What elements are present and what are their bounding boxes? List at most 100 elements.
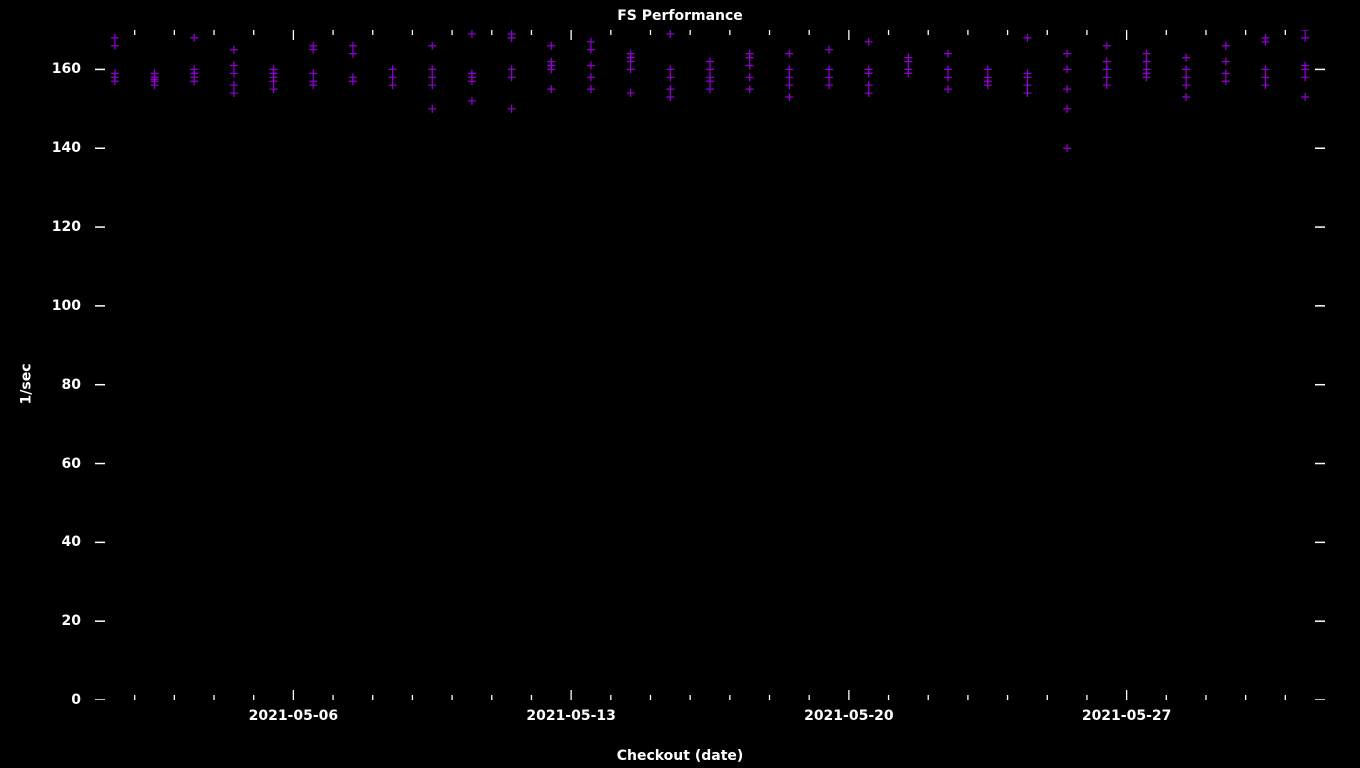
- data-point: [706, 58, 714, 66]
- data-point: [785, 93, 793, 101]
- data-point: [1222, 42, 1230, 50]
- data-point: [746, 85, 754, 93]
- data-point: [468, 30, 476, 38]
- data-point: [1103, 73, 1111, 81]
- data-point: [309, 46, 317, 54]
- data-point: [190, 77, 198, 85]
- data-point: [1063, 144, 1071, 152]
- data-point: [1063, 50, 1071, 58]
- data-point: [1063, 105, 1071, 113]
- data-point: [865, 89, 873, 97]
- data-point: [785, 81, 793, 89]
- data-point: [1222, 77, 1230, 85]
- data-point: [190, 65, 198, 73]
- data-point: [428, 42, 436, 50]
- data-point: [587, 73, 595, 81]
- data-point: [1103, 58, 1111, 66]
- data-point: [508, 105, 516, 113]
- data-point: [230, 46, 238, 54]
- data-point: [865, 69, 873, 77]
- data-point: [547, 61, 555, 69]
- data-point: [1023, 73, 1031, 81]
- data-point: [627, 89, 635, 97]
- data-point: [825, 73, 833, 81]
- data-point: [508, 73, 516, 81]
- data-point: [1222, 69, 1230, 77]
- data-point: [587, 46, 595, 54]
- data-point: [1182, 93, 1190, 101]
- data-point: [270, 65, 278, 73]
- data-point: [1301, 65, 1309, 73]
- data-point: [984, 65, 992, 73]
- data-point: [349, 77, 357, 85]
- data-point: [1261, 73, 1269, 81]
- y-tick-label: 80: [0, 377, 81, 393]
- data-point: [309, 81, 317, 89]
- data-point: [389, 81, 397, 89]
- data-point: [230, 81, 238, 89]
- data-point: [1301, 34, 1309, 42]
- data-point: [785, 65, 793, 73]
- data-point: [865, 38, 873, 46]
- y-tick-label: 20: [0, 613, 81, 629]
- data-point: [428, 105, 436, 113]
- data-point: [1103, 65, 1111, 73]
- data-point: [190, 34, 198, 42]
- x-tick-label: 2021-05-27: [1082, 708, 1172, 724]
- data-point: [984, 77, 992, 85]
- data-point: [706, 65, 714, 73]
- data-point: [230, 61, 238, 69]
- y-tick-label: 140: [0, 140, 81, 156]
- chart-title: FS Performance: [0, 8, 1360, 24]
- y-tick-label: 160: [0, 61, 81, 77]
- x-tick-label: 2021-05-06: [249, 708, 339, 724]
- data-point: [230, 69, 238, 77]
- data-point: [944, 85, 952, 93]
- data-point: [547, 85, 555, 93]
- data-point: [1182, 54, 1190, 62]
- chart-container: FS Performance 1/sec Checkout (date) 020…: [0, 0, 1360, 768]
- data-point: [746, 54, 754, 62]
- data-point: [111, 34, 119, 42]
- data-point: [944, 65, 952, 73]
- data-point: [349, 50, 357, 58]
- data-point: [944, 50, 952, 58]
- data-point: [627, 58, 635, 66]
- data-point: [587, 61, 595, 69]
- data-point: [1103, 81, 1111, 89]
- data-point: [666, 85, 674, 93]
- data-point: [1023, 81, 1031, 89]
- data-point: [1261, 65, 1269, 73]
- y-tick-label: 40: [0, 534, 81, 550]
- data-point: [706, 73, 714, 81]
- data-point: [230, 89, 238, 97]
- data-point: [706, 85, 714, 93]
- x-tick-label: 2021-05-13: [526, 708, 616, 724]
- data-point: [785, 73, 793, 81]
- data-point: [587, 85, 595, 93]
- data-point: [1142, 50, 1150, 58]
- data-point: [309, 69, 317, 77]
- data-point: [865, 81, 873, 89]
- data-point: [627, 65, 635, 73]
- data-point: [1182, 65, 1190, 73]
- data-point: [785, 50, 793, 58]
- data-point: [151, 73, 159, 81]
- y-tick-label: 0: [0, 692, 81, 708]
- x-tick-label: 2021-05-20: [804, 708, 894, 724]
- data-point: [428, 65, 436, 73]
- plot-area: [95, 30, 1325, 700]
- data-point: [1103, 42, 1111, 50]
- data-point: [1023, 89, 1031, 97]
- data-point: [1222, 58, 1230, 66]
- data-point: [428, 73, 436, 81]
- data-point: [468, 77, 476, 85]
- data-point: [825, 81, 833, 89]
- data-point: [746, 73, 754, 81]
- data-point: [508, 65, 516, 73]
- data-point: [349, 42, 357, 50]
- data-point: [904, 58, 912, 66]
- data-point: [1182, 81, 1190, 89]
- data-point: [389, 65, 397, 73]
- data-point: [666, 93, 674, 101]
